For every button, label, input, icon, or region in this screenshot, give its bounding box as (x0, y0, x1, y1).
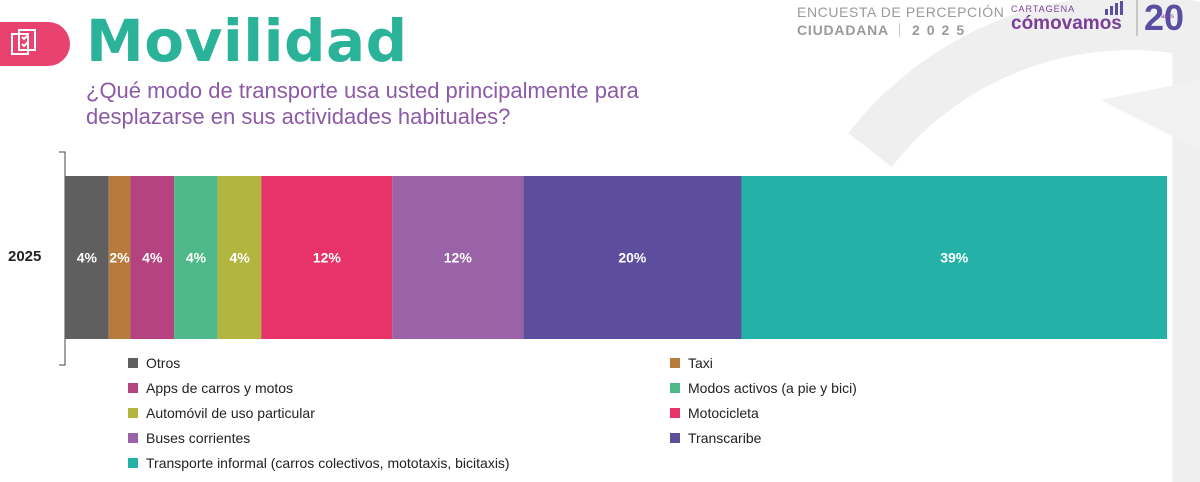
bar-segment-3 (174, 176, 218, 339)
legend-swatch (670, 358, 680, 368)
data-label-5: 12% (313, 250, 342, 266)
brand-city: CARTAGENA (1011, 4, 1076, 14)
survey-year: 2025 (911, 22, 972, 38)
legend-item-2: Apps de carros y motos (128, 380, 293, 396)
bar-segment-1 (108, 176, 131, 339)
data-label-2: 4% (142, 250, 163, 266)
legend-swatch (670, 408, 680, 418)
data-label-3: 4% (186, 250, 207, 266)
legend-item-7: Transcaribe (670, 430, 761, 446)
bar-segment-8 (741, 176, 1167, 339)
bar-segment-2 (130, 176, 175, 339)
legend-item-4: Automóvil de uso particular (128, 405, 315, 421)
data-label-4: 4% (229, 250, 250, 266)
survey-brand: ENCUESTA DE PERCEPCIÓN CIUDADANA 2025 (797, 3, 1004, 39)
survey-line1: ENCUESTA DE PERCEPCIÓN (797, 4, 1005, 20)
page-title: Movilidad (86, 7, 408, 75)
bar-segment-5 (261, 176, 393, 339)
legend-label: Buses corrientes (146, 430, 251, 446)
legend-label: Taxi (688, 355, 713, 371)
category-label: 2025 (8, 248, 42, 265)
legend-swatch (128, 358, 138, 368)
brand-name: cómovamos (1011, 13, 1122, 34)
bar-segment-6 (392, 176, 524, 339)
brand-anniversary: 20 (1136, 0, 1184, 36)
signal-bars-icon (1105, 1, 1123, 15)
legend-label: Transcaribe (688, 430, 762, 446)
survey-line2: CIUDADANA (797, 22, 889, 38)
legend-swatch (128, 383, 138, 393)
legend-item-6: Buses corrientes (128, 430, 250, 446)
document-checklist-icon (11, 29, 36, 55)
data-label-6: 12% (444, 250, 473, 266)
data-label-7: 20% (618, 250, 647, 266)
legend-item-1: Taxi (670, 355, 713, 371)
category-badge (0, 22, 70, 66)
bar-segment-7 (523, 176, 742, 339)
legend-item-8: Transporte informal (carros colectivos, … (128, 455, 510, 471)
legend-swatch (670, 383, 680, 393)
data-label-8: 39% (940, 250, 969, 266)
brand-logo: CARTAGENA cómovamos (1011, 4, 1122, 34)
bar-segment-0 (65, 176, 109, 339)
legend-label: Automóvil de uso particular (146, 405, 315, 421)
legend-item-5: Motocicleta (670, 405, 759, 421)
legend-swatch (128, 433, 138, 443)
data-label-0: 4% (77, 250, 98, 266)
legend-label: Transporte informal (carros colectivos, … (146, 455, 510, 471)
legend-swatch (128, 458, 138, 468)
legend-swatch (670, 433, 680, 443)
data-label-1: 2% (109, 250, 130, 266)
legend-swatch (128, 408, 138, 418)
legend-label: Motocicleta (688, 405, 759, 421)
legend-label: Otros (146, 355, 181, 371)
y-axis-line (59, 151, 66, 366)
legend-item-0: Otros (128, 355, 180, 371)
brand-anniversary-suffix: años (1161, 14, 1175, 20)
divider (898, 23, 900, 37)
legend-item-3: Modos activos (a pie y bici) (670, 380, 857, 396)
legend-label: Apps de carros y motos (146, 380, 294, 396)
bar-segment-4 (217, 176, 262, 339)
question-subtitle: ¿Qué modo de transporte usa usted princi… (86, 78, 639, 129)
legend-label: Modos activos (a pie y bici) (688, 380, 857, 396)
